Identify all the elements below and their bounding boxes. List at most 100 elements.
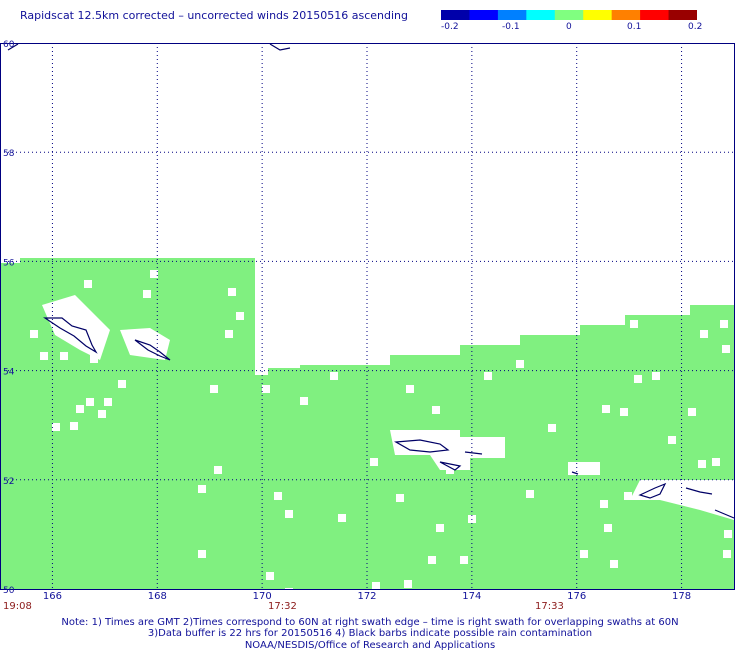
missing-cell — [285, 510, 293, 518]
missing-cell — [98, 410, 106, 418]
longitude-label: 178 — [672, 591, 691, 600]
missing-cell — [446, 466, 454, 474]
missing-cell — [516, 360, 524, 368]
coastline — [638, 482, 667, 499]
missing-cell — [52, 423, 60, 431]
missing-cell — [228, 288, 236, 296]
coastline — [685, 487, 713, 495]
missing-cell — [620, 408, 628, 416]
coastline — [464, 451, 483, 455]
missing-cell — [428, 556, 436, 564]
missing-cell — [70, 422, 78, 430]
colorbar-segment — [526, 10, 556, 20]
missing-cell — [274, 492, 282, 500]
colorbar-segment — [583, 10, 613, 20]
missing-cell — [652, 372, 660, 380]
missing-cell — [712, 458, 720, 466]
missing-cell — [236, 312, 244, 320]
missing-cell — [40, 352, 48, 360]
colorbar-tick: -0.2 — [441, 22, 459, 32]
missing-cell — [370, 458, 378, 466]
colorbar-segment — [469, 10, 499, 20]
coastline — [7, 43, 19, 51]
missing-cell — [143, 290, 151, 298]
missing-cell — [225, 330, 233, 338]
coastline — [439, 461, 462, 471]
missing-cell — [90, 355, 98, 363]
missing-cell — [338, 514, 346, 522]
missing-cell — [602, 405, 610, 413]
missing-cell — [396, 494, 404, 502]
color-scale-bar — [441, 10, 697, 20]
map-title: Rapidscat 12.5km corrected – uncorrected… — [20, 9, 409, 22]
missing-cell — [600, 500, 608, 508]
wind-map: 60 58 56 54 52 50 166 168 170 172 174 176 178 — [0, 40, 735, 600]
missing-cell — [262, 385, 270, 393]
colorbar-tick: -0.1 — [502, 22, 520, 32]
missing-cell — [118, 380, 126, 388]
time-label: 17:33 — [535, 601, 564, 612]
axis-labels: 60 58 56 54 52 50 166 168 170 172 174 176 178 — [3, 40, 691, 600]
latitude-label: 52 — [3, 477, 14, 487]
latitude-label: 60 — [3, 40, 15, 50]
coastline — [269, 43, 291, 51]
missing-cell — [698, 460, 706, 468]
missing-cell — [724, 530, 732, 538]
colorbar-tick: 0 — [566, 22, 572, 32]
missing-cell — [60, 352, 68, 360]
missing-cell — [198, 485, 206, 493]
data-gap — [568, 462, 600, 475]
coastline — [134, 339, 171, 361]
missing-cell — [104, 398, 112, 406]
latitude-label: 50 — [3, 586, 15, 596]
missing-cell — [548, 424, 556, 432]
coastline — [571, 471, 579, 475]
missing-cell — [688, 408, 696, 416]
missing-cell — [540, 326, 548, 334]
missing-cell — [198, 550, 206, 558]
missing-cell — [404, 580, 412, 588]
missing-cell — [406, 385, 414, 393]
note-line-2: 3)Data buffer is 22 hrs for 20150516 4) … — [147, 628, 593, 639]
missing-cell — [634, 375, 642, 383]
colorbar-segment — [554, 10, 584, 20]
note-line-1: Note: 1) Times are GMT 2)Times correspon… — [61, 617, 679, 628]
missing-cell — [84, 280, 92, 288]
missing-cell — [723, 550, 731, 558]
longitude-label: 168 — [148, 591, 167, 600]
coastline-layer — [7, 43, 735, 519]
latitude-label: 58 — [3, 149, 15, 159]
missing-cell — [580, 550, 588, 558]
missing-cell — [214, 466, 222, 474]
colorbar-tick: 0.1 — [627, 22, 642, 32]
missing-cell — [266, 572, 274, 580]
coastline — [394, 439, 450, 453]
missing-cell — [86, 398, 94, 406]
longitude-label: 176 — [567, 591, 586, 600]
missing-cell — [484, 372, 492, 380]
missing-cell — [526, 490, 534, 498]
longitude-label: 166 — [43, 591, 62, 600]
time-label: 19:08 — [3, 601, 32, 612]
missing-cell — [76, 405, 84, 413]
missing-cell — [432, 406, 440, 414]
missing-cell — [610, 560, 618, 568]
missing-cell — [210, 385, 218, 393]
missing-cell — [30, 330, 38, 338]
missing-cell — [330, 372, 338, 380]
coastline — [43, 317, 98, 354]
missing-cell — [722, 345, 730, 353]
longitude-label: 170 — [253, 591, 272, 600]
colorbar-segment — [668, 10, 697, 20]
missing-cell — [630, 320, 638, 328]
missing-cell — [560, 326, 568, 334]
missing-cell — [460, 556, 468, 564]
colorbar-segment — [441, 10, 470, 20]
colorbar-tick: 0.2 — [688, 22, 703, 32]
missing-cell — [436, 524, 444, 532]
colorbar-segment — [611, 10, 641, 20]
latitude-label: 56 — [3, 258, 15, 268]
time-label: 17:32 — [268, 601, 297, 612]
colorbar-segment — [640, 10, 670, 20]
missing-cell — [604, 524, 612, 532]
